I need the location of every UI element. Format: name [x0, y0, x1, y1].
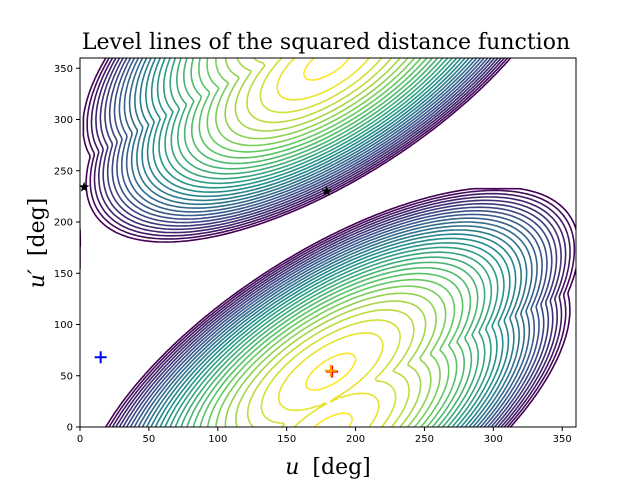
chart-title: Level lines of the squared distance func…: [82, 30, 570, 55]
contour-level-line: [99, 58, 562, 427]
contour-level-line: [118, 58, 543, 427]
contour-level-line: [183, 58, 479, 427]
y-axis-title: u′ [deg]: [25, 198, 50, 289]
contour-level-line: [276, 58, 384, 427]
contour-level-line: [139, 58, 522, 427]
y-axis-unit: [deg]: [25, 198, 50, 256]
x-tick-label: 100: [208, 434, 227, 445]
y-tick-label: 50: [60, 371, 73, 382]
contour-level-line: [198, 58, 464, 427]
y-tick-label: 200: [54, 218, 73, 229]
x-axis-title: u [deg]: [285, 455, 371, 480]
y-axis-variable: u′: [25, 269, 50, 288]
x-tick-label: 150: [277, 434, 296, 445]
contour-level-line: [90, 58, 571, 427]
contour-level-line: [206, 58, 456, 427]
y-tick-label: 250: [54, 166, 73, 177]
contour-level-line: [224, 58, 437, 427]
y-tick-label: 0: [67, 423, 73, 434]
contour-level-line: [234, 58, 427, 427]
contour-level-line: [80, 58, 576, 427]
y-tick-label: 150: [54, 269, 73, 280]
y-axis-ticks: 0 50 100 150 200 250 300 350: [54, 64, 80, 434]
contour-level-line: [163, 58, 499, 427]
plus-marker: [94, 351, 107, 364]
contour-level-line: [176, 58, 486, 427]
contour-level-line: [169, 58, 493, 427]
star-marker: [78, 181, 90, 192]
contour-level-line: [128, 58, 533, 427]
y-tick-label: 100: [54, 320, 73, 331]
contour-level-line: [303, 58, 357, 427]
x-axis-variable: u: [285, 455, 299, 480]
x-tick-label: 250: [415, 434, 434, 445]
x-tick-label: 350: [553, 434, 572, 445]
plot-frame: [79, 57, 577, 428]
plus-marker: [326, 365, 339, 378]
contour-level-line: [104, 58, 558, 427]
contour-level-line: [108, 58, 553, 427]
contour-level-line: [150, 58, 511, 427]
contour-level-line: [134, 58, 528, 427]
contour-level-line: [190, 58, 472, 427]
y-tick-label: 350: [54, 64, 73, 75]
x-axis-ticks: 0 50 100 150 200 250 300 350: [77, 427, 572, 445]
plus-marker: [324, 364, 337, 377]
markers: [78, 181, 339, 378]
contour-level-line: [113, 58, 548, 427]
x-axis-unit: [deg]: [312, 455, 370, 480]
contour-level-line: [95, 58, 567, 427]
x-tick-label: 0: [77, 434, 83, 445]
x-tick-label: 200: [346, 434, 365, 445]
contour-level-line: [246, 58, 415, 427]
x-tick-label: 300: [484, 434, 503, 445]
contour-level-line: [259, 58, 401, 427]
x-tick-label: 50: [143, 434, 156, 445]
star-marker: [321, 185, 332, 196]
contour-level-line: [86, 58, 576, 427]
y-tick-label: 300: [54, 115, 73, 126]
contour-level-line: [156, 58, 505, 427]
contour-level-line: [215, 58, 447, 427]
